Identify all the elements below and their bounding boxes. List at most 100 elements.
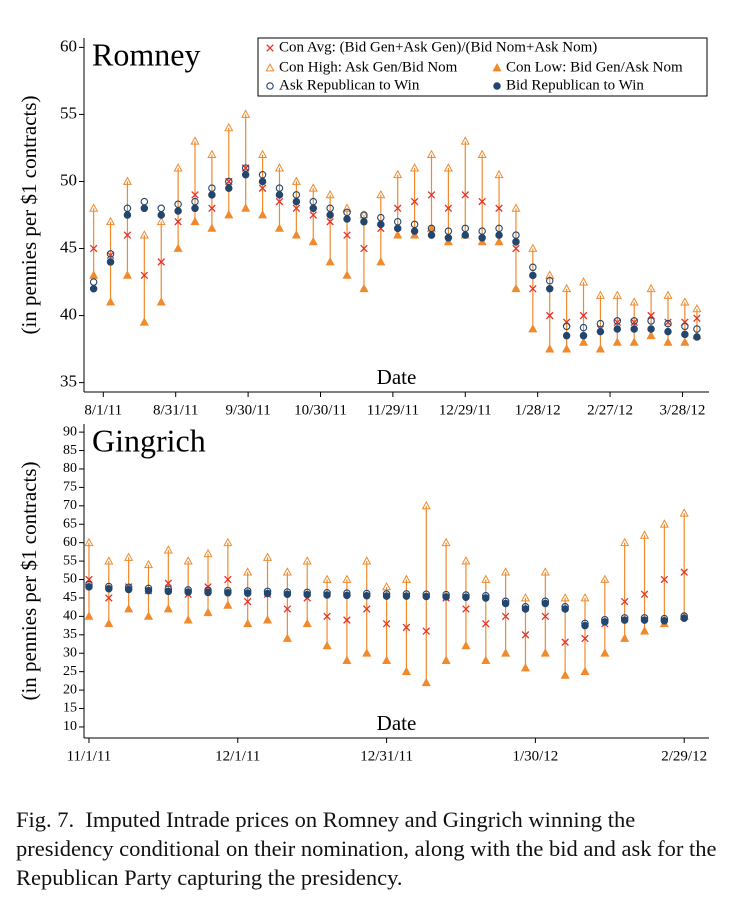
y-tick-label: 45 [63, 590, 77, 605]
marker-triangle [578, 337, 589, 346]
marker-circle [243, 589, 252, 597]
marker-triangle [540, 648, 550, 657]
marker-circle [562, 331, 571, 340]
marker-circle [377, 220, 385, 229]
marker-triangle [207, 223, 217, 232]
marker-triangle-open [291, 176, 301, 185]
marker-triangle [612, 337, 622, 346]
y-axis-label: (in pennies per $1 contracts) [17, 461, 41, 700]
marker-circle [224, 589, 232, 597]
marker-triangle-open [560, 593, 570, 602]
marker-x [444, 204, 453, 213]
marker-triangle-open [104, 556, 114, 565]
marker-triangle [243, 618, 253, 628]
series [85, 583, 688, 630]
marker-x [422, 627, 431, 635]
marker-circle-open [579, 323, 588, 332]
marker-circle-open [596, 319, 605, 328]
marker-circle [545, 284, 554, 293]
marker-triangle [600, 648, 610, 657]
marker-circle-open [681, 322, 689, 331]
marker-triangle-open [679, 508, 689, 517]
marker-triangle [342, 270, 352, 279]
marker-circle [382, 592, 391, 600]
marker-triangle-open [106, 216, 116, 226]
marker-x [620, 597, 629, 606]
x-tick-label: 2/29/12 [661, 748, 707, 764]
marker-circle [124, 585, 133, 594]
y-tick-label: 60 [63, 535, 77, 550]
marker-x [89, 244, 98, 253]
marker-circle [393, 224, 402, 233]
y-tick-label: 35 [60, 372, 77, 391]
marker-x [164, 579, 173, 587]
marker-triangle-open [477, 149, 487, 159]
marker-triangle [376, 256, 386, 266]
marker-triangle-open [207, 149, 217, 159]
marker-circle [529, 271, 537, 280]
marker-x [243, 597, 252, 606]
x-axis-label: Date [377, 711, 417, 735]
marker-circle-open [140, 197, 149, 206]
marker-triangle [492, 63, 502, 72]
marker-triangle [421, 677, 431, 687]
marker-circle [482, 594, 490, 602]
marker-triangle [663, 337, 673, 346]
y-tick-label: 80 [63, 461, 77, 476]
marker-triangle [104, 618, 114, 628]
marker-circle [427, 231, 436, 239]
marker-circle [140, 204, 149, 213]
marker-circle [444, 234, 453, 242]
marker-x [427, 191, 436, 199]
series [84, 500, 689, 602]
legend-label: Con High: Ask Gen/Bid Nom [279, 59, 458, 75]
marker-triangle-open [393, 169, 403, 179]
marker-triangle-open [629, 297, 639, 306]
marker-triangle-open [692, 303, 702, 313]
marker-triangle-open [600, 574, 610, 583]
x-tick-label: 9/30/11 [225, 402, 270, 418]
marker-triangle-open [89, 203, 99, 212]
marker-triangle [359, 283, 369, 293]
marker-triangle-open [325, 189, 335, 199]
marker-triangle [595, 344, 605, 353]
marker-triangle [139, 317, 149, 326]
marker-circle [144, 586, 153, 595]
y-tick-label: 55 [63, 553, 77, 568]
legend-label: Con Low: Bid Gen/Ask Nom [506, 59, 683, 75]
y-tick-label: 50 [60, 170, 77, 189]
x-tick-label: 2/27/12 [587, 402, 633, 418]
marker-circle-open [157, 204, 165, 213]
marker-circle [174, 207, 182, 215]
marker-triangle [393, 230, 403, 239]
marker-triangle [520, 663, 531, 672]
marker-circle [601, 618, 609, 626]
marker-circle-open [630, 317, 638, 325]
panel-title: Gingrich [92, 422, 206, 458]
marker-circle [640, 616, 649, 624]
marker-circle [191, 204, 199, 213]
marker-x [283, 605, 292, 613]
marker-x [323, 612, 331, 621]
marker-x [660, 575, 669, 584]
marker-triangle-open [322, 574, 332, 583]
marker-x [360, 244, 368, 253]
marker-triangle-open [173, 163, 183, 172]
marker-triangle-open [163, 545, 173, 554]
marker-circle [561, 605, 569, 613]
marker-triangle [494, 236, 504, 246]
marker-x [640, 590, 649, 599]
x-tick-label: 8/1/11 [84, 402, 122, 418]
marker-triangle-open [241, 109, 251, 118]
marker-triangle-open [224, 122, 234, 132]
marker-x [664, 318, 672, 327]
marker-triangle-open [528, 243, 538, 252]
marker-triangle-open [620, 537, 630, 547]
marker-circle [85, 583, 93, 591]
y-tick-label: 40 [63, 609, 77, 624]
series [89, 203, 702, 353]
marker-triangle [143, 611, 154, 620]
marker-circle [89, 284, 98, 293]
marker-triangle [156, 297, 166, 306]
